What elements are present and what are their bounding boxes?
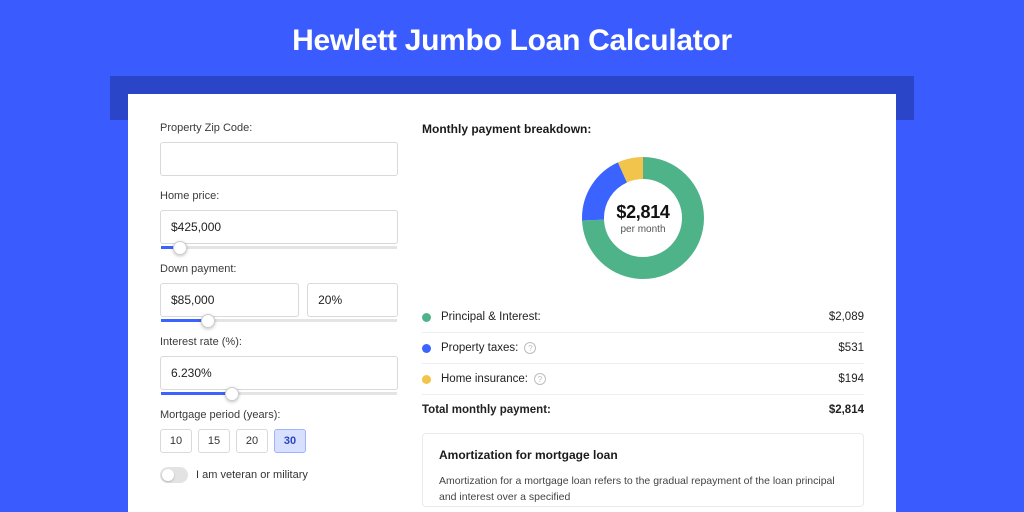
amortization-title: Amortization for mortgage loan [439, 448, 847, 462]
down-payment-input[interactable] [160, 283, 299, 317]
inputs-column: Property Zip Code: Home price: Down paym… [160, 122, 398, 512]
legend-label: Principal & Interest: [441, 311, 829, 323]
veteran-row: I am veteran or military [160, 467, 398, 483]
interest-rate-slider-fill [161, 392, 232, 395]
interest-rate-input[interactable] [160, 356, 398, 390]
legend-value: $194 [838, 373, 864, 385]
mortgage-period-options: 10152030 [160, 429, 398, 453]
down-payment-label: Down payment: [160, 263, 398, 275]
legend-total-value: $2,814 [829, 404, 864, 416]
zip-input[interactable] [160, 142, 398, 176]
help-icon[interactable]: ? [524, 342, 536, 354]
donut-center: $2,814 per month [579, 154, 707, 282]
legend-list: Principal & Interest:$2,089Property taxe… [422, 302, 864, 394]
legend-dot [422, 313, 431, 322]
donut-amount: $2,814 [616, 202, 669, 223]
donut-chart: $2,814 per month [579, 154, 707, 282]
home-price-slider-thumb[interactable] [173, 241, 187, 255]
legend-dot [422, 344, 431, 353]
legend-dot [422, 375, 431, 384]
mortgage-period-label: Mortgage period (years): [160, 409, 398, 421]
legend-total-row: Total monthly payment: $2,814 [422, 394, 864, 425]
home-price-input[interactable] [160, 210, 398, 244]
zip-label: Property Zip Code: [160, 122, 398, 134]
legend-row: Property taxes:?$531 [422, 332, 864, 363]
breakdown-title: Monthly payment breakdown: [422, 122, 864, 136]
period-option-20[interactable]: 20 [236, 429, 268, 453]
legend-label: Home insurance:? [441, 373, 838, 385]
period-option-30[interactable]: 30 [274, 429, 306, 453]
legend-value: $2,089 [829, 311, 864, 323]
legend-value: $531 [838, 342, 864, 354]
interest-rate-slider-thumb[interactable] [225, 387, 239, 401]
amortization-body: Amortization for a mortgage loan refers … [439, 474, 847, 506]
help-icon[interactable]: ? [534, 373, 546, 385]
veteran-toggle-knob [162, 469, 174, 481]
down-payment-pct-input[interactable] [307, 283, 398, 317]
home-price-slider[interactable] [161, 246, 397, 249]
interest-rate-slider[interactable] [161, 392, 397, 395]
amortization-box: Amortization for mortgage loan Amortizat… [422, 433, 864, 507]
period-option-15[interactable]: 15 [198, 429, 230, 453]
calculator-card: Property Zip Code: Home price: Down paym… [128, 94, 896, 512]
down-payment-slider-thumb[interactable] [201, 314, 215, 328]
page-title: Hewlett Jumbo Loan Calculator [0, 0, 1024, 76]
legend-total-label: Total monthly payment: [422, 404, 829, 416]
legend-row: Principal & Interest:$2,089 [422, 302, 864, 332]
period-option-10[interactable]: 10 [160, 429, 192, 453]
veteran-label: I am veteran or military [196, 469, 308, 481]
donut-sub: per month [620, 224, 665, 235]
legend-label: Property taxes:? [441, 342, 838, 354]
home-price-label: Home price: [160, 190, 398, 202]
breakdown-column: Monthly payment breakdown: $2,814 per mo… [422, 122, 864, 512]
donut-chart-wrap: $2,814 per month [422, 154, 864, 282]
legend-row: Home insurance:?$194 [422, 363, 864, 394]
interest-rate-label: Interest rate (%): [160, 336, 398, 348]
veteran-toggle[interactable] [160, 467, 188, 483]
down-payment-slider[interactable] [161, 319, 397, 322]
